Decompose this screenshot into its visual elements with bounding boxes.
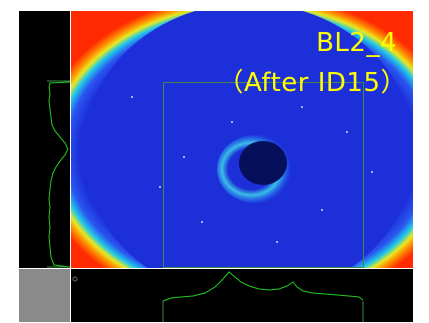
sample-label: BL2_4 （After ID15） — [218, 23, 413, 103]
horizontal-profile-plot — [72, 271, 364, 322]
horizontal-profile-trace — [162, 271, 364, 302]
vertical-profile-panel — [19, 11, 70, 268]
beamstop-shadow — [239, 141, 287, 185]
small-circle-marker-icon — [72, 276, 78, 282]
sample-label-line1: BL2_4 — [316, 28, 397, 58]
detector-image-panel[interactable]: BL2_4 （After ID15） — [71, 11, 413, 268]
horizontal-profile-panel — [71, 269, 413, 322]
detector-speckles — [131, 96, 373, 243]
vertical-profile-trace — [48, 81, 70, 268]
detector-image — [71, 11, 413, 268]
sample-label-line2: （After ID15） — [217, 68, 407, 98]
corner-panel — [19, 269, 70, 322]
vertical-profile-plot — [47, 80, 70, 268]
region-of-interest-box[interactable] — [163, 82, 364, 268]
